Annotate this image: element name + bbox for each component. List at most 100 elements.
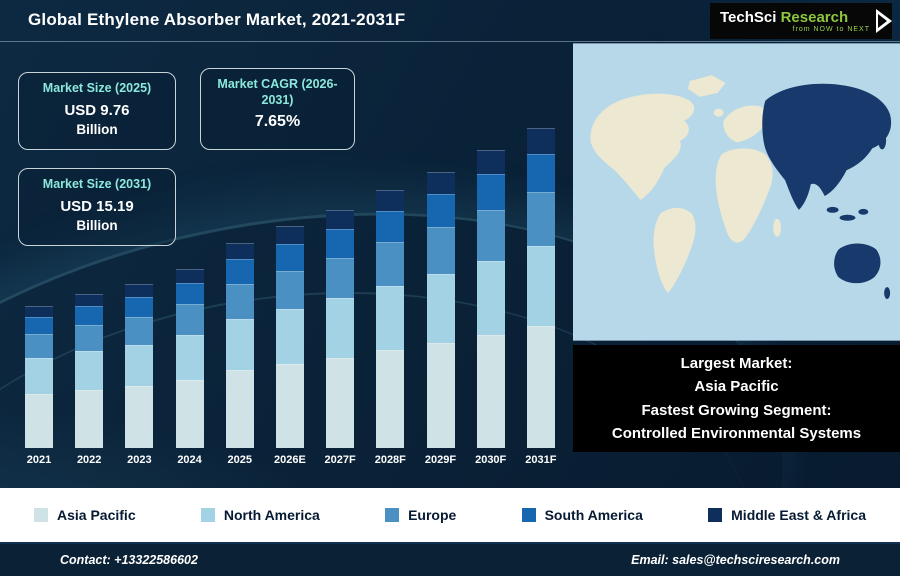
bar-segment [275,226,304,244]
bar-segment [225,319,254,370]
bar-segment [25,317,53,334]
stacked-bar [125,284,154,448]
bar-segment [175,380,204,448]
map-southeast-asia-islands [826,206,839,213]
largest-market-callout: Largest Market: Asia Pacific Fastest Gro… [573,345,900,452]
map-asia-highlight [762,83,892,210]
bar-segment [376,286,405,350]
callout-line: Largest Market: [680,355,793,372]
bar-segment [225,259,254,284]
bar-segment [526,192,555,246]
bar-segment [526,128,555,154]
x-axis-label: 2025 [227,454,252,466]
bar-segment [526,246,555,326]
callout-line: Fastest Growing Segment: [641,401,832,419]
map-southeast-asia-islands [839,214,856,221]
market-cagr-box: Market CAGR (2026-2031) 7.65% [200,68,355,150]
stacked-bar [275,226,304,448]
logo-brand-secondary: Research [780,9,849,26]
bar-segment [376,211,405,242]
stacked-bar [225,243,254,448]
bar-segment [125,317,154,345]
map-africa [715,148,773,243]
bar-segment [326,298,355,358]
bar-segment [326,258,355,298]
info-box-heading: Market Size (2031) [42,177,152,191]
callout-line: Controlled Environmental Systems [611,424,862,442]
x-axis-label: 2029F [424,454,457,466]
map-europe [723,105,768,143]
x-axis-label: 2023 [127,454,152,466]
info-box-unit: Billion [76,217,118,233]
footer-contact: Contact: +13322586602 [60,553,198,567]
callout-line: Asia Pacific [694,378,779,396]
legend-swatch [708,508,723,522]
info-box-value: 7.65% [254,113,301,131]
bar-segment [326,210,355,229]
bar-segment [75,294,104,306]
stacked-bar [326,210,355,448]
bar-segment [25,394,53,448]
techsci-logo: TechSci Research from NOW to NEXT [710,3,892,39]
bar-segment [275,309,304,364]
bar-column: 2030F [466,150,516,470]
stacked-bar [25,306,53,448]
bar-segment [376,242,405,286]
bar-segment [476,335,505,448]
map-japan [878,131,887,150]
bar-column: 2021 [14,306,64,470]
bar-column: 2024 [165,269,215,470]
bar-segment [175,269,204,283]
bar-segment [225,284,254,319]
legend-item: North America [200,507,320,523]
x-axis-label: 2030F [475,454,507,466]
legend-swatch [34,508,48,522]
info-box-value: USD 9.76 [64,101,130,119]
bar-segment [426,227,455,274]
bar-segment [476,174,505,210]
bar-column: 2026E [265,226,315,470]
world-map-svg [573,43,900,341]
page-title: Global Ethylene Absorber Market, 2021-20… [28,10,406,29]
bar-column: 2028F [365,190,415,470]
legend-item: Europe [385,507,456,523]
info-box-heading: Market Size (2025) [42,81,152,95]
legend-label: Middle East & Africa [731,507,866,523]
bar-segment [275,244,304,271]
bar-segment [25,306,53,317]
bar-segment [125,284,154,297]
x-axis-label: 2024 [177,454,202,466]
x-axis-label: 2027F [324,454,356,466]
logo-brand-primary: TechSci [720,9,777,26]
bar-segment [426,274,455,343]
stacked-bar [175,269,204,448]
bar-segment [25,334,53,358]
legend-label: North America [223,507,320,523]
bar-segment [125,386,154,448]
map-australia-highlight [834,243,881,284]
bar-segment [426,343,455,448]
bar-segment [175,283,204,304]
market-size-2025-box: Market Size (2025) USD 9.76 Billion [18,72,176,150]
logo-arrow-icon [878,14,887,28]
bar-segment [125,297,154,317]
bar-segment [476,261,505,335]
bar-segment [275,364,304,448]
map-uk [713,108,724,117]
bar-column: 2029F [416,172,466,470]
footer-bar: Contact: +13322586602 Email: sales@techs… [0,542,900,576]
legend-item: Middle East & Africa [708,507,866,523]
stacked-bar [75,294,104,448]
legend-label: Europe [408,507,457,523]
bar-segment [225,370,254,448]
bar-segment [175,304,204,335]
map-greenland [687,75,726,97]
legend-item: Asia Pacific [34,507,136,523]
bar-segment [476,210,505,261]
bar-column: 2022 [64,294,114,470]
header-divider [0,41,900,42]
legend-swatch [385,508,400,522]
info-box-heading: Market CAGR (2026-2031) [217,77,338,107]
bar-segment [75,325,104,351]
